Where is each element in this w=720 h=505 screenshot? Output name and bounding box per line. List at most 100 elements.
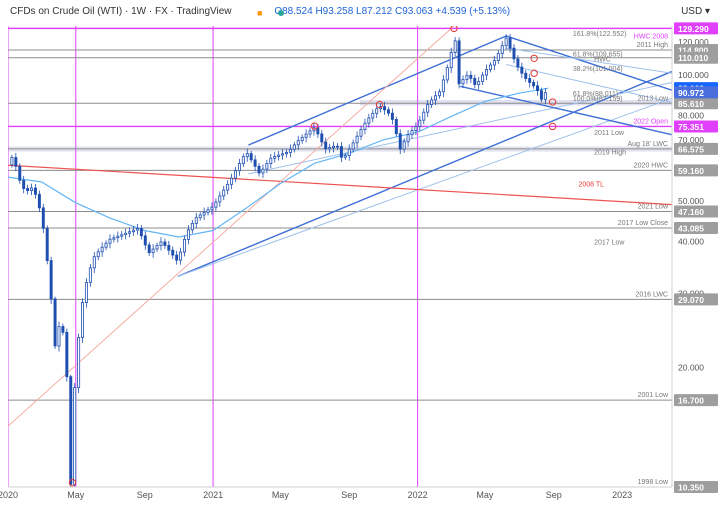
candle [104,240,108,251]
level-value-text: 16.700 [678,396,704,406]
candle-body [539,90,543,100]
candle [183,235,186,257]
candle-body [155,245,159,250]
candle-body [186,229,190,240]
moving-average-line [8,87,549,238]
trendline [505,35,672,91]
candle-body [57,326,61,347]
candle [398,129,402,155]
candle-body [426,104,430,113]
candle-body [218,195,222,203]
candle-body [418,119,422,127]
candle [14,152,18,172]
candle [367,113,371,128]
candle-body [45,227,49,261]
candle [426,99,430,118]
candle-body [477,81,481,85]
candle [175,250,179,265]
candle-body [37,193,41,209]
candle [26,184,30,195]
annotation-label: 38.2%(101.004) [573,66,623,73]
candle-body [465,74,469,80]
candle-body [26,188,30,191]
candle-body [363,122,367,130]
pivot-marker [68,478,77,487]
candle-body [288,148,292,153]
chevron-down-icon: ▾ [704,6,710,17]
candle [386,106,390,117]
time-tick-label: Sep [137,490,153,500]
candle-body [524,72,528,79]
candle [288,144,292,158]
candle-body [375,108,379,114]
candle-body [241,156,245,164]
candle [410,126,414,139]
annotation-label: 100.0%(87.159) [573,96,623,103]
candle [73,383,77,487]
plot-area [8,26,672,487]
candle-body [500,45,504,54]
candle [536,81,539,96]
candle-body [41,207,45,229]
candle [45,225,49,265]
candle [108,234,112,249]
level-label: 2022 Open [633,118,668,125]
candle [371,109,375,123]
level-value-tag [674,293,718,306]
candle [159,237,163,251]
candle [508,34,512,53]
candle-body [367,117,371,124]
candle-body [108,238,112,244]
symbol-title[interactable]: CFDs on Crude Oil (WTI) · 1W · FX · Trad… [10,6,232,17]
candle-body [371,112,375,119]
candle-body [328,147,332,150]
candle-body [112,237,116,240]
time-tick-label: 2023 [612,490,632,500]
candle [237,158,241,176]
candle-body [175,254,179,261]
market-status-icon [278,10,284,16]
level-value-tag [674,51,718,64]
candle-body [53,298,57,347]
candle [296,135,300,150]
candle [414,122,418,136]
candle [422,108,426,125]
candle [218,191,222,207]
candle [143,231,147,250]
price-tick-label: 20.000 [678,362,704,372]
level-value-tag [674,221,718,234]
candle [285,148,288,158]
currency-label: USD [681,6,703,17]
trendline [8,164,672,206]
candle-body [335,145,339,148]
candle-body [504,37,508,47]
candle-body [304,133,308,138]
candle [492,55,496,71]
candle-body [414,126,418,131]
currency-selector[interactable]: USD ▾ [681,6,710,17]
candle [390,108,394,125]
candle [418,115,422,132]
time-tick-label: Sep [546,490,562,500]
trendline [460,85,672,136]
annotation-label: 2017 Low [594,240,625,247]
level-value-tag [674,164,718,177]
candle-body [116,235,120,239]
candle [528,73,532,88]
candle [22,175,26,194]
level-value-tag [674,205,718,218]
candle [84,278,88,308]
candle [441,75,445,98]
candle-body [292,144,296,150]
candle [10,154,14,168]
candle-body [253,159,257,167]
candle [430,96,434,109]
candle [402,138,406,153]
candle-body [163,241,167,246]
candle [61,323,65,336]
candle [351,139,355,153]
candle-body [449,52,453,69]
candle-body [296,140,300,146]
candle [257,163,261,177]
